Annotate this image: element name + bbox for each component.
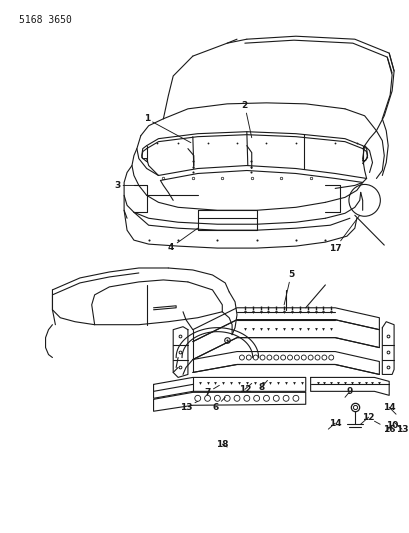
- Text: 3: 3: [114, 181, 139, 190]
- Text: 14: 14: [382, 403, 395, 414]
- Text: 9: 9: [344, 387, 352, 397]
- Text: 2: 2: [241, 101, 251, 138]
- Text: 14: 14: [328, 419, 341, 429]
- Text: 18: 18: [216, 440, 228, 449]
- Text: 15: 15: [0, 532, 1, 533]
- Text: 5168 3650: 5168 3650: [19, 15, 72, 25]
- Text: 6: 6: [212, 397, 225, 412]
- Text: 7: 7: [204, 385, 219, 397]
- Text: 12: 12: [238, 383, 251, 394]
- Text: 8: 8: [258, 381, 267, 392]
- Text: 1: 1: [143, 114, 191, 143]
- Text: 16: 16: [373, 421, 394, 434]
- Text: 5: 5: [283, 270, 293, 305]
- Text: 17: 17: [328, 215, 359, 253]
- Text: 13: 13: [393, 422, 407, 434]
- Text: 4: 4: [168, 228, 197, 252]
- Text: 10: 10: [385, 421, 398, 431]
- Text: 13: 13: [179, 401, 197, 412]
- Text: 12: 12: [360, 413, 374, 424]
- Text: 11: 11: [0, 532, 1, 533]
